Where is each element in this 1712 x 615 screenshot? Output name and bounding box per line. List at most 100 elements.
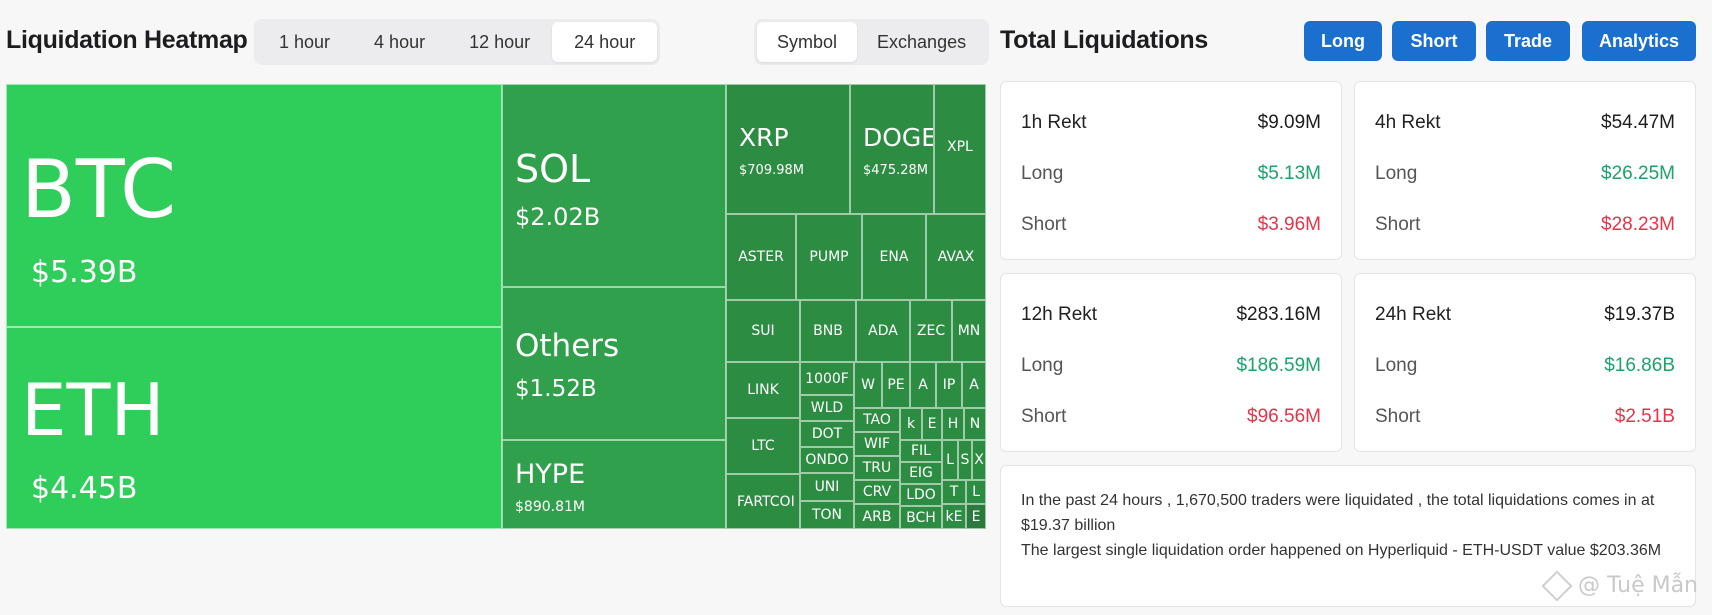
tile-name: N <box>969 416 981 432</box>
tile-w[interactable]: W <box>854 362 882 408</box>
tile-wld[interactable]: WLD <box>800 395 854 421</box>
short-value: $3.96M <box>1257 214 1321 235</box>
tile-s[interactable]: S <box>958 440 972 480</box>
tile-ke[interactable]: kE <box>942 504 966 529</box>
tile-tao[interactable]: TAO <box>854 408 900 432</box>
tile-value: $890.81M <box>515 499 585 515</box>
tile-name: ZEC <box>916 323 946 339</box>
diamond-logo-icon <box>1541 569 1573 602</box>
time-range-selector: 1 hour 4 hour 12 hour 24 hour <box>254 19 661 65</box>
tile-k[interactable]: k <box>900 408 922 440</box>
short-button[interactable]: Short <box>1392 21 1476 61</box>
short-label: Short <box>1021 214 1067 235</box>
view-option-exchanges[interactable]: Exchanges <box>877 32 967 52</box>
tile-name: ONDO <box>805 452 849 468</box>
tile-wif[interactable]: WIF <box>854 432 900 456</box>
tile-name: ASTER <box>738 249 784 265</box>
tile-tru[interactable]: TRU <box>854 456 900 480</box>
short-label: Short <box>1375 214 1421 235</box>
card-title: 24h Rekt <box>1375 304 1452 325</box>
long-label: Long <box>1375 355 1418 376</box>
tile-name: L <box>972 484 980 500</box>
tile-name: LTC <box>751 438 775 454</box>
tile-t[interactable]: T <box>942 480 966 504</box>
tile-bch[interactable]: BCH <box>900 506 942 529</box>
tile-name: PUMP <box>809 249 849 265</box>
tile-doge[interactable]: DOGE $475.28M <box>850 84 934 214</box>
tile-n[interactable]: N <box>964 408 986 440</box>
tile-dot[interactable]: DOT <box>800 421 854 447</box>
rekt-card-12h: 12h Rekt $283.16M Long $186.59M Short $96.5… <box>1000 273 1342 452</box>
tile-name: WIF <box>863 436 891 452</box>
time-option-24h[interactable]: 24 hour <box>552 22 658 62</box>
tile-l2[interactable]: L <box>966 480 986 504</box>
view-option-symbol[interactable]: Symbol <box>757 22 858 62</box>
tile-value: $1.52B <box>515 376 597 402</box>
tile-ltc[interactable]: LTC <box>726 418 800 474</box>
tile-arb[interactable]: ARB <box>854 504 900 529</box>
tile-a2[interactable]: A <box>962 362 986 408</box>
card-total: $283.16M <box>1236 304 1321 325</box>
tile-link[interactable]: LINK <box>726 362 800 418</box>
long-label: Long <box>1375 163 1418 184</box>
view-mode-selector: Symbol Exchanges <box>754 19 990 65</box>
tile-eig[interactable]: EIG <box>900 462 942 484</box>
time-option-4h[interactable]: 4 hour <box>374 32 426 52</box>
tile-avax[interactable]: AVAX <box>926 214 986 300</box>
tile-sol[interactable]: SOL $2.02B <box>502 84 726 287</box>
tile-xpl[interactable]: XPL <box>934 84 986 214</box>
tile-ton[interactable]: TON <box>800 501 854 529</box>
trade-button[interactable]: Trade <box>1486 21 1570 61</box>
tile-1000f[interactable]: 1000F <box>800 362 854 395</box>
tile-ldo[interactable]: LDO <box>900 484 942 506</box>
tile-value: $709.98M <box>739 163 804 178</box>
tile-btc[interactable]: BTC $5.39B <box>6 84 502 327</box>
short-value: $96.56M <box>1247 406 1321 427</box>
tile-bnb[interactable]: BNB <box>800 300 856 362</box>
time-option-1h[interactable]: 1 hour <box>279 32 331 52</box>
tile-a1[interactable]: A <box>910 362 936 408</box>
short-label: Short <box>1021 406 1067 427</box>
watermark: @ Tuệ Mẫn <box>1541 569 1698 602</box>
card-total: $54.47M <box>1601 112 1675 133</box>
tile-ip[interactable]: IP <box>936 362 962 408</box>
tile-name: EIG <box>909 465 933 481</box>
tile-mn[interactable]: MN <box>952 300 986 362</box>
tile-name: ADA <box>868 323 898 339</box>
tile-e2[interactable]: E <box>966 504 986 529</box>
tile-name: UNI <box>814 479 840 495</box>
tile-eth[interactable]: ETH $4.45B <box>6 327 502 529</box>
tile-fil[interactable]: FIL <box>900 440 942 462</box>
card-title: 4h Rekt <box>1375 112 1441 133</box>
tile-ena[interactable]: ENA <box>862 214 926 300</box>
tile-name: kE <box>945 508 963 525</box>
tile-name: ARB <box>862 508 892 525</box>
short-label: Short <box>1375 406 1421 427</box>
time-option-12h[interactable]: 12 hour <box>469 32 531 52</box>
analytics-button[interactable]: Analytics <box>1582 21 1696 61</box>
tile-l1[interactable]: L <box>942 440 958 480</box>
liquidation-summary: In the past 24 hours , 1,670,500 traders… <box>1000 465 1696 607</box>
tile-xrp[interactable]: XRP $709.98M <box>726 84 850 214</box>
tile-x[interactable]: X <box>972 440 986 480</box>
tile-aster[interactable]: ASTER <box>726 214 796 300</box>
tile-fartcoin[interactable]: FARTCOI <box>726 474 800 529</box>
tile-ondo[interactable]: ONDO <box>800 447 854 473</box>
tile-name: L <box>946 452 954 468</box>
tile-name: FARTCOI <box>737 493 795 510</box>
tile-hype[interactable]: HYPE $890.81M <box>502 440 726 529</box>
tile-ada[interactable]: ADA <box>856 300 910 362</box>
long-button[interactable]: Long <box>1304 21 1382 61</box>
tile-pump[interactable]: PUMP <box>796 214 862 300</box>
tile-h[interactable]: H <box>942 408 964 440</box>
tile-name: BNB <box>813 323 843 339</box>
long-value: $5.13M <box>1257 163 1321 184</box>
tile-pe[interactable]: PE <box>882 362 910 408</box>
tile-zec[interactable]: ZEC <box>910 300 952 362</box>
tile-crv[interactable]: CRV <box>854 480 900 504</box>
tile-name: H <box>947 416 959 432</box>
tile-uni[interactable]: UNI <box>800 473 854 501</box>
tile-others[interactable]: Others $1.52B <box>502 287 726 440</box>
tile-e1[interactable]: E <box>922 408 942 440</box>
tile-sui[interactable]: SUI <box>726 300 800 362</box>
